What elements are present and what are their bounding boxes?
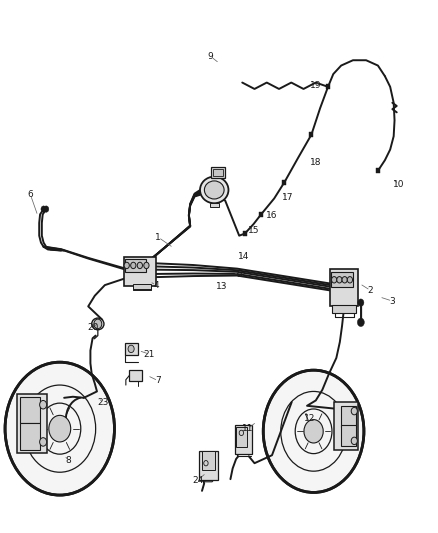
Bar xyxy=(340,425,356,446)
Text: 13: 13 xyxy=(215,282,227,291)
Bar xyxy=(329,269,357,306)
Circle shape xyxy=(350,407,357,415)
Circle shape xyxy=(43,206,49,212)
Text: 18: 18 xyxy=(309,158,321,167)
Text: 1: 1 xyxy=(155,233,161,242)
Bar xyxy=(199,451,217,480)
Text: 21: 21 xyxy=(144,350,155,359)
Circle shape xyxy=(144,262,149,269)
Text: 8: 8 xyxy=(66,456,71,465)
Circle shape xyxy=(5,362,114,495)
Bar xyxy=(129,370,141,381)
Text: 17: 17 xyxy=(281,193,293,202)
Text: 6: 6 xyxy=(28,190,33,199)
Text: 5: 5 xyxy=(236,270,241,279)
Bar xyxy=(282,180,286,185)
Text: 19: 19 xyxy=(309,81,321,90)
Circle shape xyxy=(39,400,46,409)
Bar xyxy=(332,305,356,313)
Bar xyxy=(375,168,379,173)
Circle shape xyxy=(357,318,364,327)
Bar xyxy=(209,203,218,207)
Bar xyxy=(210,167,224,177)
Bar xyxy=(124,343,138,355)
Text: 23: 23 xyxy=(98,398,109,407)
Circle shape xyxy=(137,262,142,269)
Circle shape xyxy=(341,277,346,283)
Text: 4: 4 xyxy=(153,280,159,289)
Ellipse shape xyxy=(200,176,228,203)
Bar xyxy=(212,169,222,176)
Bar xyxy=(258,212,262,217)
Circle shape xyxy=(128,345,134,353)
Circle shape xyxy=(346,277,352,283)
Circle shape xyxy=(94,319,102,329)
Text: 2: 2 xyxy=(367,286,372,295)
Bar xyxy=(133,284,150,289)
Bar xyxy=(17,394,47,453)
Bar xyxy=(20,423,40,450)
Circle shape xyxy=(331,277,336,283)
Text: 3: 3 xyxy=(389,296,394,305)
Text: 7: 7 xyxy=(155,376,161,385)
Bar xyxy=(235,425,251,454)
Bar xyxy=(309,132,313,137)
Bar xyxy=(124,257,155,286)
Circle shape xyxy=(303,419,322,443)
Bar xyxy=(235,426,246,447)
Circle shape xyxy=(336,277,341,283)
Ellipse shape xyxy=(92,318,104,330)
Bar xyxy=(20,397,40,423)
Bar xyxy=(330,272,353,287)
Text: 14: 14 xyxy=(237,253,249,261)
Circle shape xyxy=(39,438,46,446)
Bar xyxy=(201,451,215,470)
Text: 9: 9 xyxy=(208,52,213,61)
Circle shape xyxy=(350,437,357,445)
Circle shape xyxy=(124,262,129,269)
Circle shape xyxy=(41,206,46,212)
Ellipse shape xyxy=(204,181,223,199)
Circle shape xyxy=(131,262,136,269)
Circle shape xyxy=(263,370,363,492)
Bar xyxy=(334,402,357,450)
Text: 15: 15 xyxy=(247,226,259,235)
Text: 24: 24 xyxy=(191,476,203,484)
Text: 20: 20 xyxy=(87,323,98,332)
Bar xyxy=(242,231,246,236)
Bar xyxy=(124,259,146,272)
Circle shape xyxy=(49,415,71,442)
Text: 16: 16 xyxy=(266,212,277,221)
Text: 11: 11 xyxy=(242,424,253,433)
Bar xyxy=(325,84,329,89)
Text: 12: 12 xyxy=(303,414,314,423)
Bar xyxy=(340,406,356,427)
Circle shape xyxy=(357,299,363,306)
Text: 10: 10 xyxy=(392,180,404,189)
